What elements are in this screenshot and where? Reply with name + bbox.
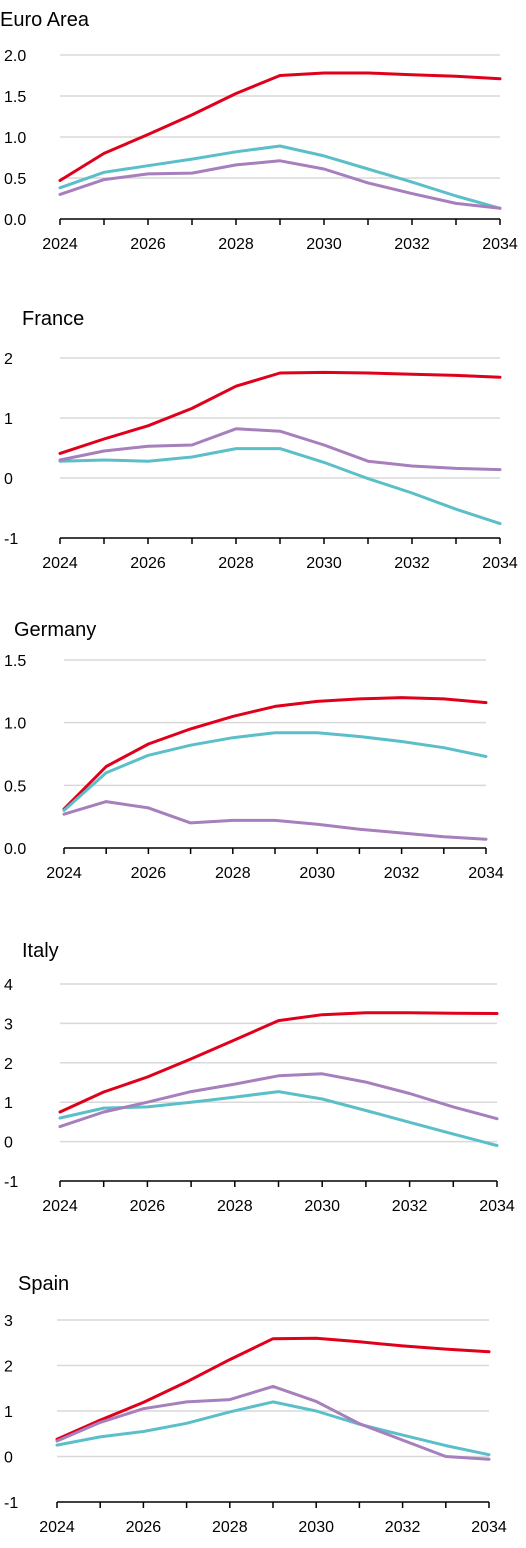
- x-tick-label: 2034: [479, 1198, 515, 1215]
- x-tick-label: 2028: [212, 1519, 248, 1536]
- chart-title: Italy: [22, 940, 59, 962]
- chart-title: Germany: [14, 619, 96, 641]
- chart-panel-3: Italy -1 0 1 2 3 4 2024 2026 2028 2030 2032 2034: [4, 940, 515, 1215]
- x-tick-label: 2024: [39, 1519, 75, 1536]
- y-tick-label: 1.0: [4, 716, 26, 733]
- x-tick-label: 2028: [217, 1198, 253, 1215]
- y-tick-label: 3: [4, 1016, 13, 1033]
- chart-panel-1: France -1 0 1 2 2024 2026 2028 2030 2032 2034: [4, 308, 518, 572]
- x-tick-label: 2032: [394, 555, 430, 572]
- y-tick-label: 1.5: [4, 89, 26, 106]
- series-line-2: [62, 800, 488, 841]
- series-line-0: [58, 1011, 499, 1114]
- y-tick-label: 2: [4, 1359, 13, 1376]
- y-tick-label: 0.5: [4, 778, 26, 795]
- y-tick-label: -1: [4, 1495, 18, 1512]
- series-line-2: [58, 1072, 499, 1129]
- x-tick-label: 2026: [126, 1519, 162, 1536]
- y-tick-label: 0: [4, 1135, 13, 1152]
- y-tick-label: 0.0: [4, 841, 26, 858]
- x-tick-label: 2034: [482, 555, 518, 572]
- x-tick-label: 2030: [299, 865, 335, 882]
- chart-title: Euro Area: [0, 9, 90, 31]
- series-line-1: [55, 1400, 491, 1457]
- chart-title: France: [22, 308, 84, 330]
- y-tick-label: 2.0: [4, 48, 26, 65]
- x-tick-label: 2032: [385, 1519, 421, 1536]
- y-tick-label: -1: [4, 1174, 18, 1191]
- x-tick-label: 2024: [46, 865, 82, 882]
- y-tick-label: 1: [4, 1404, 13, 1421]
- x-tick-label: 2034: [482, 236, 518, 253]
- x-tick-label: 2030: [306, 555, 342, 572]
- y-tick-label: 0: [4, 471, 13, 488]
- chart-panel-0: Euro Area 0.0 0.5 1.0 1.5 2.0 2024 2026 2028 2030…: [0, 9, 518, 253]
- y-tick-label: 1.5: [4, 653, 26, 670]
- y-tick-label: 0.0: [4, 212, 26, 229]
- series-line-0: [58, 370, 502, 455]
- x-tick-label: 2030: [306, 236, 342, 253]
- x-tick-label: 2030: [298, 1519, 334, 1536]
- series-line-0: [58, 71, 502, 182]
- x-tick-label: 2026: [131, 865, 167, 882]
- x-tick-label: 2032: [384, 865, 420, 882]
- y-tick-label: 0: [4, 1450, 13, 1467]
- chart-panel-2: Germany 0.0 0.5 1.0 1.5 2024 2026 2028 2030 2032 2…: [4, 619, 504, 882]
- y-tick-label: 3: [4, 1313, 13, 1330]
- x-tick-label: 2026: [130, 236, 166, 253]
- x-tick-label: 2026: [130, 555, 166, 572]
- series-line-1: [62, 731, 488, 812]
- x-tick-label: 2032: [394, 236, 430, 253]
- series-line-0: [55, 1336, 491, 1441]
- x-tick-label: 2032: [392, 1198, 428, 1215]
- x-tick-label: 2030: [304, 1198, 340, 1215]
- y-tick-label: 4: [4, 977, 13, 994]
- series-line-2: [58, 427, 502, 472]
- x-tick-label: 2034: [471, 1519, 507, 1536]
- series-line-1: [58, 447, 502, 526]
- x-tick-label: 2034: [468, 865, 504, 882]
- y-tick-label: 2: [4, 1056, 13, 1073]
- chart-title: Spain: [18, 1273, 69, 1295]
- y-tick-label: 1: [4, 411, 13, 428]
- y-tick-label: 2: [4, 351, 13, 368]
- x-tick-label: 2028: [215, 865, 251, 882]
- y-tick-label: 1.0: [4, 130, 26, 147]
- x-tick-label: 2024: [42, 236, 78, 253]
- series-line-1: [58, 1090, 499, 1147]
- series-line-1: [58, 144, 502, 210]
- x-tick-label: 2026: [130, 1198, 166, 1215]
- x-tick-label: 2024: [42, 1198, 78, 1215]
- series-line-0: [62, 696, 488, 811]
- y-tick-label: 1: [4, 1095, 13, 1112]
- series-line-2: [55, 1384, 491, 1461]
- x-tick-label: 2024: [42, 555, 78, 572]
- chart-panel-4: Spain -1 0 1 2 3 2024 2026 2028 2030 2032 2034: [4, 1273, 507, 1536]
- y-tick-label: 0.5: [4, 171, 26, 188]
- x-tick-label: 2028: [218, 236, 254, 253]
- series-line-2: [58, 159, 502, 210]
- x-tick-label: 2028: [218, 555, 254, 572]
- y-tick-label: -1: [4, 531, 18, 548]
